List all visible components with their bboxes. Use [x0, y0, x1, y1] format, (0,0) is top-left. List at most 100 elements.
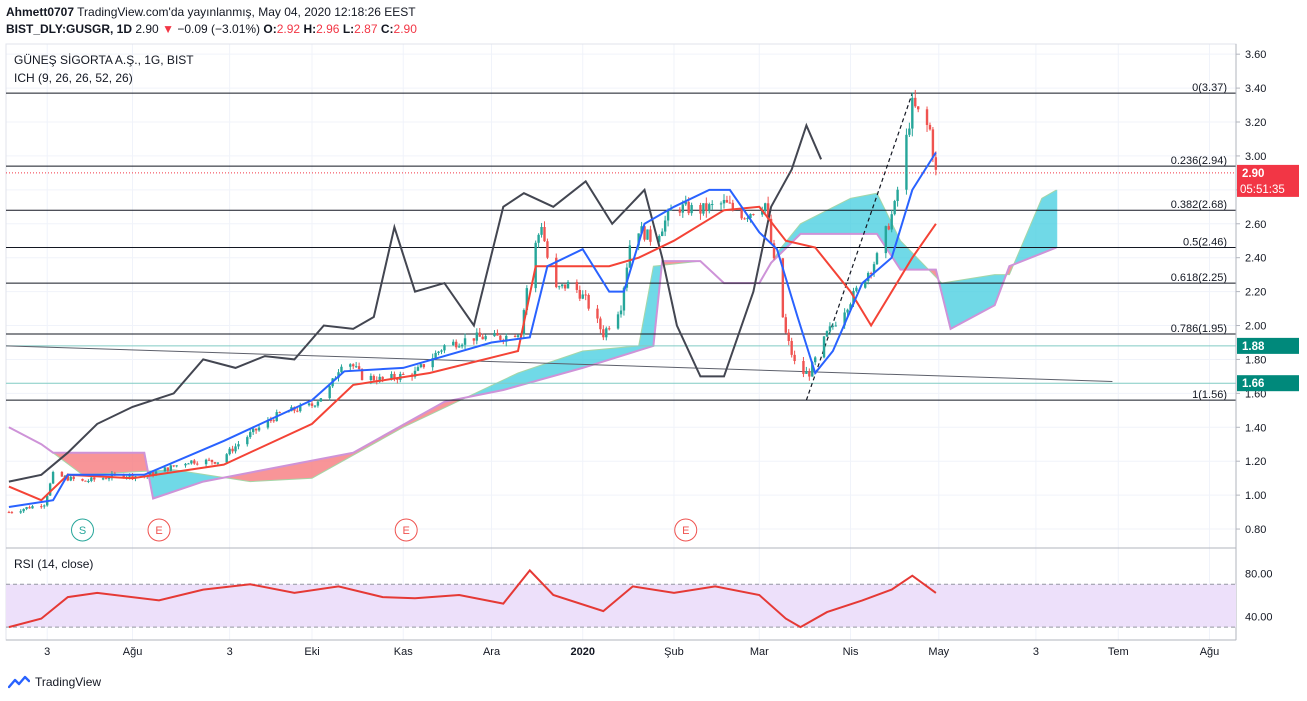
cloud-segment [1020, 245, 1023, 262]
candle-body [460, 344, 464, 347]
cloud-segment [1032, 216, 1035, 257]
candle-body [60, 472, 64, 477]
cloud-segment [820, 212, 823, 234]
cloud-segment [246, 472, 249, 482]
cloud-segment [611, 348, 614, 359]
cloud-segment [113, 452, 116, 474]
cloud-segment [808, 218, 811, 234]
cloud-segment [154, 470, 157, 498]
open-value: 2.92 [276, 22, 301, 36]
cloud-segment [815, 215, 818, 234]
candle-body [805, 371, 808, 374]
cloud-segment [590, 350, 593, 366]
time-tick-label: Ağu [123, 646, 143, 658]
rsi-legend[interactable]: RSI (14, close) [14, 557, 94, 571]
ichimoku-legend[interactable]: ICH (9, 26, 26, 52, 26) [14, 71, 133, 85]
candle-body [66, 475, 69, 481]
candle-body [151, 472, 155, 476]
cloud-segment [264, 469, 267, 481]
candle-body [434, 352, 437, 359]
cloud-segment [324, 457, 327, 471]
level-tag-upper-label: 1.88 [1242, 341, 1265, 353]
cloud-segment [105, 452, 108, 474]
cloud-segment [89, 452, 92, 475]
cloud-segment [830, 207, 833, 234]
cloud-segment [797, 225, 800, 237]
time-tick-label: Nis [843, 646, 859, 658]
candle-body [711, 204, 714, 206]
down-arrow-icon: ▼ [162, 22, 174, 36]
cloud-segment [863, 195, 866, 234]
rsi-tick-label: 40.00 [1245, 611, 1273, 623]
cloud-segment [523, 370, 526, 385]
cloud-segment [1051, 191, 1054, 250]
time-tick-label: 3 [227, 646, 233, 658]
cloud-segment [441, 402, 444, 409]
candle-body [419, 364, 423, 368]
cloud-segment [77, 452, 80, 473]
cloud-segment [92, 452, 95, 475]
cloud-segment [306, 461, 309, 479]
cloud-segment [159, 470, 162, 497]
cloud-segment [886, 213, 889, 251]
cloud-segment [310, 460, 313, 479]
cloud-segment [291, 464, 294, 480]
cloud-segment [130, 452, 133, 473]
cloud-segment [141, 452, 144, 472]
cloud-segment [248, 472, 251, 482]
cloud-segment [838, 203, 841, 234]
cloud-segment [800, 223, 803, 234]
cloud-segment [139, 452, 142, 472]
candle-body [93, 477, 96, 480]
cloud-segment [821, 212, 824, 234]
price-tick-label: 3.40 [1245, 83, 1266, 95]
cloud-segment [302, 462, 305, 479]
cloud-segment [1035, 209, 1038, 256]
cloud-segment [867, 194, 870, 234]
cloud-segment [882, 205, 885, 245]
price-tick-label: 0.80 [1245, 524, 1266, 536]
cloud-segment [109, 452, 112, 474]
candle-body [728, 202, 732, 204]
cloud-segment [192, 472, 195, 486]
cloud-segment [284, 465, 287, 480]
cloud-segment [843, 201, 846, 234]
fib-level-label: 0.618(2.25) [1171, 272, 1227, 284]
cloud-segment [647, 290, 650, 348]
candle-body [637, 233, 640, 246]
cloud-segment [591, 350, 594, 366]
candle-body [928, 124, 932, 130]
candle-body [484, 336, 487, 340]
candle-body [864, 280, 867, 288]
cloud-segment [138, 452, 141, 472]
cloud-segment [278, 466, 281, 480]
cloud-segment [933, 269, 936, 277]
cloud-segment [1023, 238, 1026, 261]
candle-body [749, 214, 752, 219]
cloud-segment [1037, 205, 1040, 255]
cloud-segment [276, 467, 279, 481]
cloud-segment [794, 229, 797, 240]
candle-body [87, 480, 90, 482]
cloud-segment [320, 458, 323, 474]
level-tag-upper-bg [1237, 337, 1299, 354]
candle-body [513, 335, 517, 337]
cloud-segment [346, 453, 349, 459]
cloud-segment [835, 205, 838, 234]
cloud-segment [546, 362, 549, 378]
cloud-segment [342, 454, 345, 461]
cloud-segment [945, 282, 948, 315]
cloud-segment [437, 404, 440, 411]
cloud-segment [544, 363, 547, 379]
footer-brand[interactable]: TradingView [8, 675, 101, 689]
cloud-segment [167, 469, 170, 494]
candle-body [540, 227, 543, 235]
candle-body [831, 325, 835, 327]
cloud-segment [194, 472, 197, 485]
cloud-segment [575, 352, 578, 370]
cloud-segment [954, 280, 957, 327]
candle-body [416, 367, 420, 371]
cloud-segment [817, 214, 820, 234]
cloud-segment [286, 465, 289, 480]
